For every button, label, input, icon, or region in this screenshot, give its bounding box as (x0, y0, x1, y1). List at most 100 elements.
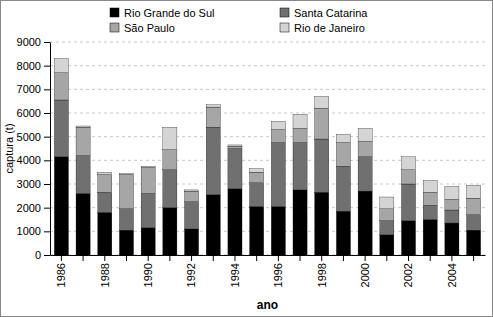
bar-segment (185, 202, 199, 229)
x-tick-mark (430, 255, 431, 261)
x-tick (386, 255, 387, 261)
y-tick-mark (44, 137, 50, 138)
bar-segment (336, 143, 350, 167)
y-tick: 4000 (17, 154, 50, 166)
x-tick (343, 255, 344, 261)
x-tick (300, 255, 301, 261)
bar-segment (336, 166, 350, 211)
x-tick: 2002 (402, 255, 414, 287)
grid-line (50, 42, 485, 43)
grid-line (50, 89, 485, 90)
bar-segment (250, 169, 264, 173)
x-axis: 1986198819901992199419961998200020022004 (51, 255, 486, 287)
bar-segment (98, 175, 112, 193)
bar-segment (401, 170, 415, 184)
x-tick: 1986 (55, 255, 67, 287)
grid-line (50, 255, 485, 256)
y-axis-line (50, 43, 51, 256)
legend-swatch (110, 23, 119, 32)
bar-segment (76, 193, 90, 255)
legend-label: São Paulo (124, 22, 175, 34)
bar-segment (445, 199, 459, 210)
y-tick-mark (44, 89, 50, 90)
bar-segment (358, 128, 372, 141)
x-tick-label: 2004 (446, 263, 458, 287)
bar-segment (293, 114, 307, 128)
bar-segment (185, 229, 199, 255)
x-tick (473, 255, 474, 261)
x-tick-mark (83, 255, 84, 261)
x-tick-mark (451, 255, 452, 261)
bar-segment (293, 190, 307, 255)
x-tick: 1998 (316, 255, 328, 287)
x-tick-mark (278, 255, 279, 261)
series (54, 100, 480, 235)
bar-segment (141, 193, 155, 227)
y-tick: 0 (35, 249, 50, 261)
legend-swatch (280, 23, 289, 32)
bar-segment (467, 230, 481, 255)
x-tick-mark (191, 255, 192, 261)
chart: 0100020003000400050006000700080009000198… (0, 0, 493, 317)
bar-segment (423, 205, 437, 219)
y-tick-mark (44, 42, 50, 43)
bar-segment (98, 172, 112, 174)
bar-segment (141, 167, 155, 193)
bars (54, 59, 480, 255)
x-tick-mark (213, 255, 214, 261)
bar-segment (228, 146, 242, 148)
y-tick-label: 0 (35, 249, 41, 261)
x-tick-mark (321, 255, 322, 261)
x-tick: 2004 (446, 255, 458, 287)
bar-segment (228, 145, 242, 146)
bar-segment (358, 191, 372, 255)
grid-line (50, 136, 485, 137)
x-tick-mark (234, 255, 235, 261)
bar-segment (271, 206, 285, 255)
bar-segment (98, 192, 112, 212)
y-tick-mark (44, 66, 50, 67)
x-tick-mark (61, 255, 62, 261)
x-tick-mark (408, 255, 409, 261)
bar-segment (445, 186, 459, 199)
bar-segment (380, 235, 394, 255)
bar-segment (250, 206, 264, 255)
bar-segment (401, 157, 415, 170)
y-tick: 1000 (17, 225, 50, 237)
bar-segment (76, 127, 90, 155)
x-tick-label: 1990 (142, 263, 154, 287)
y-tick-mark (44, 113, 50, 114)
x-tick-label: 1988 (99, 263, 111, 287)
bar-segment (98, 212, 112, 255)
x-tick-mark (343, 255, 344, 261)
x-tick-label: 1986 (55, 263, 67, 287)
bar-segment (358, 157, 372, 191)
y-tick-label: 9000 (17, 36, 41, 48)
bar-segment (54, 157, 68, 255)
bar-segment (423, 192, 437, 205)
grid-line (50, 207, 485, 208)
y-tick-label: 4000 (17, 154, 41, 166)
bar-segment (185, 191, 199, 202)
x-tick (256, 255, 257, 261)
x-tick-mark (126, 255, 127, 261)
legend: Rio Grande do SulSanta CatarinaSão Paulo… (110, 7, 368, 34)
grid-line (50, 231, 485, 232)
bar-segment (163, 208, 177, 255)
legend-label: Santa Catarina (294, 7, 368, 19)
bar-segment (271, 121, 285, 129)
x-tick: 1996 (272, 255, 284, 287)
bar-segment (271, 130, 285, 143)
bar-segment (250, 183, 264, 207)
bar-segment (380, 221, 394, 235)
bar-segment (76, 156, 90, 194)
y-tick: 2000 (17, 202, 50, 214)
y-tick: 5000 (17, 131, 50, 143)
x-tick (169, 255, 170, 261)
bar-segment (119, 175, 133, 209)
bar-segment (445, 210, 459, 223)
y-tick: 3000 (17, 178, 50, 190)
y-tick: 6000 (17, 107, 50, 119)
grid-line (50, 113, 485, 114)
legend-item: São Paulo (110, 22, 175, 34)
